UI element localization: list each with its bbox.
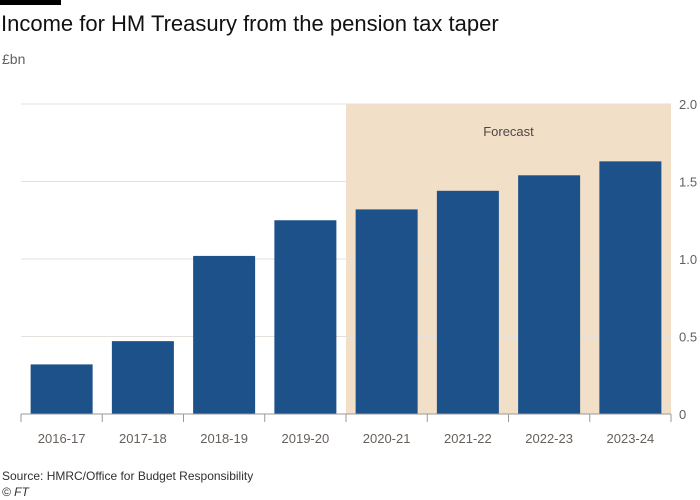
- x-tick-label: 2018-19: [200, 431, 248, 446]
- bar-2022-23: [518, 175, 581, 414]
- y-tick-label: 1.0: [679, 252, 697, 267]
- source-note: Source: HMRC/Office for Budget Responsib…: [2, 469, 254, 483]
- brand-rule: [0, 0, 61, 5]
- bar-2018-19: [193, 255, 256, 414]
- x-tick-label: 2023-24: [607, 431, 655, 446]
- y-tick-label: 2.0: [679, 97, 697, 112]
- bar-2023-24: [599, 161, 662, 414]
- forecast-label: Forecast: [483, 124, 534, 139]
- x-tick-label: 2019-20: [282, 431, 330, 446]
- x-tick-label: 2022-23: [525, 431, 573, 446]
- y-tick-label: 1.5: [679, 175, 697, 190]
- copyright-note: © FT: [2, 485, 29, 499]
- bar-2019-20: [274, 220, 337, 414]
- bar-2017-18: [111, 341, 174, 414]
- bar-2016-17: [30, 364, 93, 414]
- unit-label: £bn: [2, 51, 26, 67]
- bar-2020-21: [355, 209, 418, 414]
- chart-title: Income for HM Treasury from the pension …: [1, 11, 499, 36]
- x-tick-label: 2016-17: [38, 431, 86, 446]
- x-tick-label: 2021-22: [444, 431, 492, 446]
- bar-2021-22: [436, 190, 499, 414]
- y-tick-label: 0: [679, 407, 686, 422]
- y-tick-label: 0.5: [679, 330, 697, 345]
- x-tick-label: 2020-21: [363, 431, 411, 446]
- x-tick-label: 2017-18: [119, 431, 167, 446]
